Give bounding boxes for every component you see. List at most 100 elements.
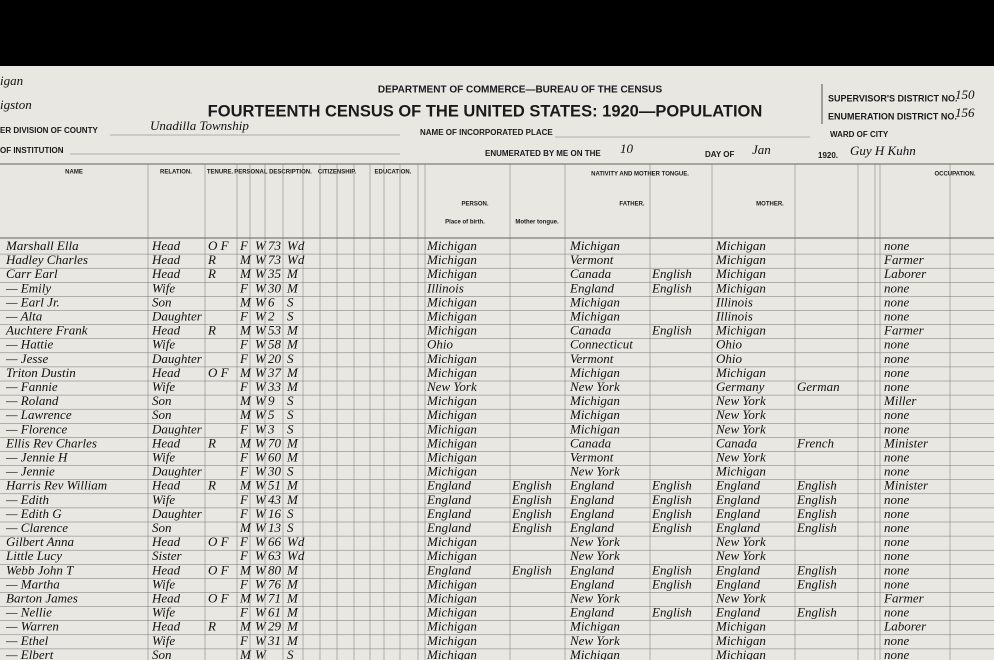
cell-mother-birthplace: New York xyxy=(715,548,766,563)
cell-race: W xyxy=(255,407,267,422)
cell-marital: S xyxy=(287,351,294,366)
cell-birthplace: Michigan xyxy=(426,464,477,479)
cell-marital: M xyxy=(286,633,299,648)
cell-name: — Fannie xyxy=(5,379,58,394)
cell-race: W xyxy=(255,379,267,394)
cell-father-tongue: English xyxy=(651,478,692,493)
cell-sex: F xyxy=(239,464,249,479)
day-of-label: DAY OF xyxy=(705,150,734,159)
cell-relation: Daughter xyxy=(151,421,203,436)
cell-relation: Wife xyxy=(152,633,175,648)
cell-race: W xyxy=(255,520,267,535)
col-mother-tongue: Mother tongue. xyxy=(515,220,559,226)
institution-label: OF INSTITUTION xyxy=(0,146,64,155)
cell-name: — Martha xyxy=(5,576,60,591)
cell-name: — Earl Jr. xyxy=(5,294,60,309)
cell-marital: M xyxy=(286,619,299,634)
cell-sex: F xyxy=(239,337,249,352)
cell-occupation: none xyxy=(884,520,910,535)
cell-relation: Son xyxy=(152,393,172,408)
cell-race: W xyxy=(255,323,267,338)
cell-mother-birthplace: Ohio xyxy=(716,351,743,366)
cell-age: 73 xyxy=(268,252,282,267)
cell-mother-birthplace: England xyxy=(715,605,761,620)
cell-race: W xyxy=(255,562,267,577)
cell-race: W xyxy=(255,435,267,450)
cell-race: W xyxy=(255,294,267,309)
col-name: NAME xyxy=(65,170,83,176)
col-relation: RELATION. xyxy=(160,170,192,176)
cell-mother-birthplace: Michigan xyxy=(715,464,766,479)
cell-race: W xyxy=(255,266,267,281)
cell-relation: Wife xyxy=(152,337,175,352)
cell-father-birthplace: Michigan xyxy=(569,647,620,660)
cell-marital: S xyxy=(287,506,294,521)
cell-father-birthplace: New York xyxy=(569,633,620,648)
cell-tenure: O F xyxy=(208,534,230,549)
cell-race: W xyxy=(255,506,267,521)
cell-mother-birthplace: New York xyxy=(715,421,766,436)
cell-race: W xyxy=(255,647,267,660)
cell-occupation: none xyxy=(884,492,910,507)
cell-mother-birthplace: England xyxy=(715,576,761,591)
cell-marital: Wd xyxy=(287,252,305,267)
cell-name: Carr Earl xyxy=(6,266,58,281)
cell-occupation: Farmer xyxy=(883,591,925,606)
cell-marital: M xyxy=(286,492,299,507)
cell-mother-tongue: English xyxy=(796,562,837,577)
cell-relation: Wife xyxy=(152,576,175,591)
division: Unadilla Township xyxy=(150,118,249,133)
cell-tenure: R xyxy=(207,619,216,634)
cell-marital: S xyxy=(287,520,294,535)
cell-father-birthplace: England xyxy=(569,280,615,295)
cell-race: W xyxy=(255,534,267,549)
cell-name: Little Lucy xyxy=(5,548,62,563)
cell-name: Auchtere Frank xyxy=(5,323,88,338)
cell-sex: F xyxy=(239,548,249,563)
cell-mother-birthplace: New York xyxy=(715,591,766,606)
cell-marital: M xyxy=(286,266,299,281)
cell-relation: Wife xyxy=(152,379,175,394)
cell-tenure: R xyxy=(207,478,216,493)
cell-father-birthplace: New York xyxy=(569,591,620,606)
cell-father-birthplace: England xyxy=(569,562,615,577)
cell-marital: M xyxy=(286,379,299,394)
cell-age: 76 xyxy=(268,576,282,591)
cell-sex: M xyxy=(239,562,252,577)
cell-father-tongue: English xyxy=(651,506,692,521)
cell-father-tongue: English xyxy=(651,323,692,338)
cell-father-birthplace: New York xyxy=(569,379,620,394)
cell-sex: M xyxy=(239,294,252,309)
cell-age: 51 xyxy=(268,478,281,493)
cell-mother-birthplace: Illinois xyxy=(715,309,753,324)
cell-relation: Head xyxy=(151,619,181,634)
cell-father-birthplace: New York xyxy=(569,548,620,563)
cell-sex: F xyxy=(239,534,249,549)
cell-sex: M xyxy=(239,435,252,450)
cell-occupation: Minister xyxy=(883,435,929,450)
cell-sex: M xyxy=(239,478,252,493)
cell-race: W xyxy=(255,633,267,648)
cell-name: — Roland xyxy=(5,393,59,408)
cell-occupation: none xyxy=(884,633,910,648)
cell-birthplace: England xyxy=(426,492,472,507)
cell-birth-tongue: English xyxy=(511,562,552,577)
cell-birth-tongue: English xyxy=(511,506,552,521)
cell-birthplace: England xyxy=(426,506,472,521)
cell-race: W xyxy=(255,365,267,380)
cell-name: — Jennie H xyxy=(5,450,68,465)
cell-marital: M xyxy=(286,450,299,465)
enumerated-label: ENUMERATED BY ME ON THE xyxy=(485,149,601,158)
cell-marital: M xyxy=(286,605,299,620)
cell-mother-birthplace: Michigan xyxy=(715,266,766,281)
cell-name: — Nellie xyxy=(5,605,52,620)
cell-father-birthplace: Michigan xyxy=(569,294,620,309)
cell-mother-birthplace: Michigan xyxy=(715,647,766,660)
cell-age: 30 xyxy=(267,464,282,479)
cell-marital: Wd xyxy=(287,238,305,253)
cell-relation: Son xyxy=(152,294,172,309)
cell-birthplace: Michigan xyxy=(426,619,477,634)
cell-relation: Head xyxy=(151,591,181,606)
cell-birthplace: Michigan xyxy=(426,548,477,563)
